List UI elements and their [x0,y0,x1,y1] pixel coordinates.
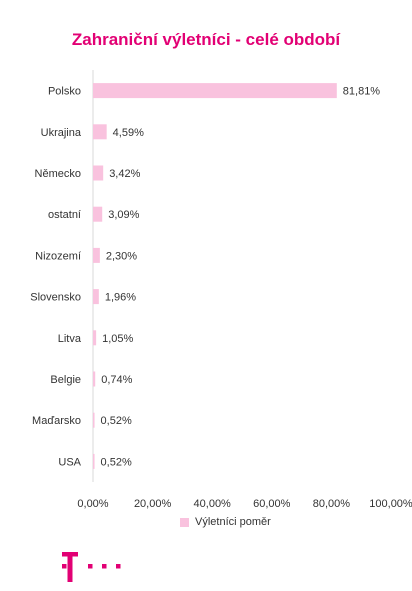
bar [93,289,99,305]
data-label: 1,05% [102,333,133,345]
x-tick-label: 80,00% [313,498,351,510]
logo-dot [88,564,93,569]
category-label: Litva [58,333,82,345]
data-label: 3,09% [108,209,139,221]
legend-label: Výletníci poměr [195,516,271,528]
data-label: 3,42% [109,168,140,180]
bar [93,165,104,181]
category-label: ostatní [48,209,81,221]
x-tick-label: 20,00% [134,498,172,510]
category-label: USA [58,456,81,468]
x-tick-label: 100,00% [369,498,412,510]
data-label: 0,52% [101,456,132,468]
x-tick-label: 40,00% [194,498,232,510]
data-label: 4,59% [113,127,144,139]
category-label: Německo [35,168,81,180]
logo-dot [116,564,121,569]
category-label: Ukrajina [41,127,82,139]
bar [93,247,100,263]
bar [93,371,96,387]
legend: Výletníci poměr [180,516,271,528]
data-label: 1,96% [105,292,136,304]
data-label: 0,52% [101,415,132,427]
bar [93,412,95,428]
bar [93,83,337,99]
legend-swatch [180,517,189,527]
data-label: 81,81% [343,86,381,98]
logo-t-stem [67,552,73,582]
bar [93,453,95,469]
data-label: 0,74% [101,374,132,386]
data-label: 2,30% [106,250,137,262]
x-tick-label: 0,00% [77,498,108,510]
logo-dot [62,564,67,569]
category-label: Maďarsko [32,415,81,427]
bar [93,330,97,346]
chart-title: Zahraniční výletníci - celé období [71,30,341,49]
logo-dot [102,564,107,569]
telekom-logo [62,552,121,582]
category-label: Polsko [48,86,81,98]
bar [93,124,107,140]
category-label: Belgie [50,374,81,386]
category-label: Nizozemí [35,250,81,262]
category-label: Slovensko [30,292,81,304]
bar [93,206,103,222]
x-tick-label: 60,00% [253,498,291,510]
